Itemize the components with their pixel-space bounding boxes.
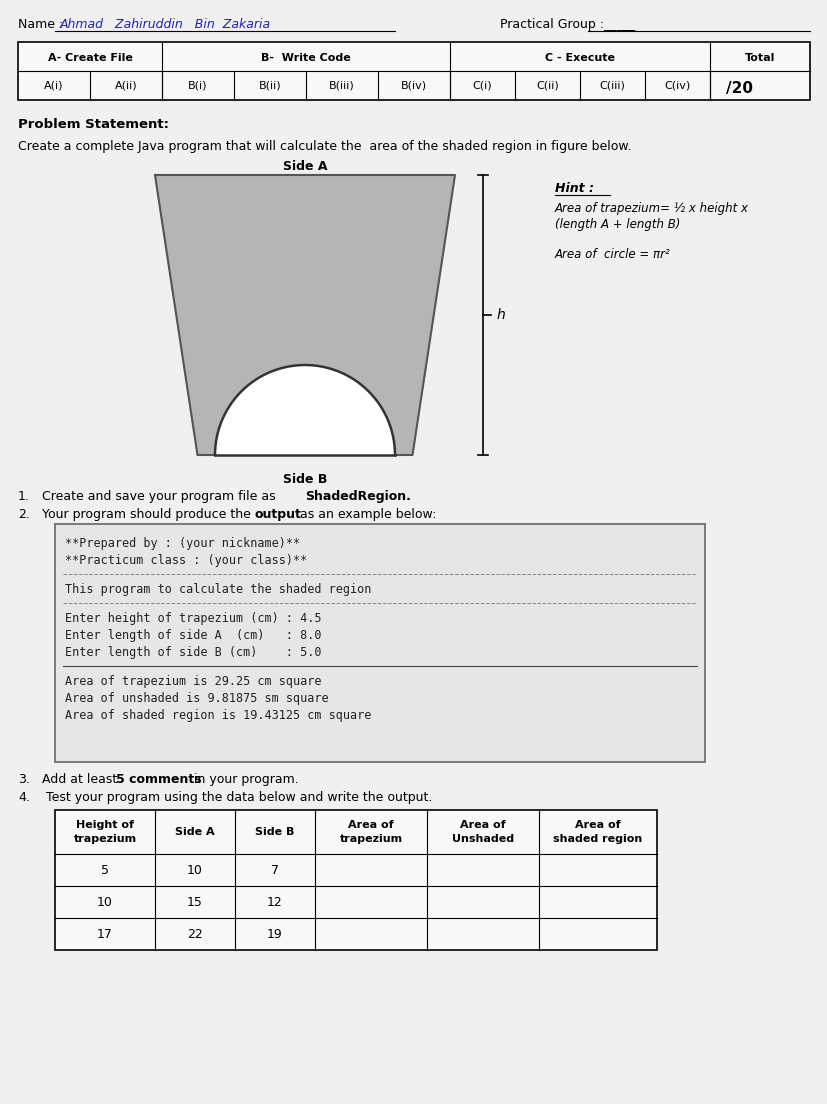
- Text: Enter height of trapezium (cm) : 4.5: Enter height of trapezium (cm) : 4.5: [65, 612, 321, 625]
- Text: ShadedRegion.: ShadedRegion.: [304, 490, 410, 503]
- Text: Create a complete Java program that will calculate the  area of the shaded regio: Create a complete Java program that will…: [18, 140, 631, 153]
- Text: Create and save your program file as: Create and save your program file as: [42, 490, 280, 503]
- Text: 2.: 2.: [18, 508, 30, 521]
- Text: B-  Write Code: B- Write Code: [261, 53, 351, 63]
- Text: output: output: [255, 508, 302, 521]
- Text: B(i): B(i): [188, 81, 208, 91]
- Text: C(ii): C(ii): [535, 81, 558, 91]
- Text: 17: 17: [97, 927, 112, 941]
- Text: A(ii): A(ii): [115, 81, 137, 91]
- Text: B(iv): B(iv): [400, 81, 427, 91]
- Text: This program to calculate the shaded region: This program to calculate the shaded reg…: [65, 583, 371, 596]
- Text: Practical Group :_____: Practical Group :_____: [500, 18, 634, 31]
- Text: B(iii): B(iii): [328, 81, 355, 91]
- Text: in your program.: in your program.: [189, 773, 299, 786]
- Text: Side A: Side A: [282, 160, 327, 173]
- Text: C(i): C(i): [472, 81, 492, 91]
- Text: C(iii): C(iii): [599, 81, 624, 91]
- Text: A(i): A(i): [44, 81, 64, 91]
- Text: Side B: Side B: [283, 473, 327, 486]
- Text: C(iv): C(iv): [663, 81, 690, 91]
- Text: /20: /20: [725, 81, 753, 96]
- Text: Your program should produce the: Your program should produce the: [42, 508, 255, 521]
- Text: Area of trapezium is 29.25 cm square: Area of trapezium is 29.25 cm square: [65, 675, 321, 688]
- Text: Side B: Side B: [255, 827, 294, 837]
- Text: as an example below:: as an example below:: [295, 508, 436, 521]
- Polygon shape: [215, 365, 394, 455]
- Text: Area of
trapezium: Area of trapezium: [339, 820, 402, 843]
- Text: Test your program using the data below and write the output.: Test your program using the data below a…: [42, 790, 432, 804]
- Text: Ahmad   Zahiruddin   Bin  Zakaria: Ahmad Zahiruddin Bin Zakaria: [60, 18, 270, 31]
- Bar: [55, 524, 704, 762]
- Text: **Practicum class : (your class)**: **Practicum class : (your class)**: [65, 554, 307, 567]
- Text: Hint :: Hint :: [554, 182, 593, 195]
- Text: Problem Statement:: Problem Statement:: [18, 118, 169, 131]
- Text: Enter length of side B (cm)    : 5.0: Enter length of side B (cm) : 5.0: [65, 646, 321, 659]
- Text: 4.: 4.: [18, 790, 30, 804]
- Bar: [18, 42, 809, 100]
- Bar: [55, 810, 656, 951]
- Text: h: h: [496, 308, 505, 322]
- Text: 15: 15: [187, 895, 203, 909]
- Text: Area of
shaded region: Area of shaded region: [552, 820, 642, 843]
- Text: 10: 10: [97, 895, 112, 909]
- Text: 3.: 3.: [18, 773, 30, 786]
- Text: A- Create File: A- Create File: [47, 53, 132, 63]
- Text: 7: 7: [270, 863, 279, 877]
- Text: 22: 22: [187, 927, 203, 941]
- Text: Enter length of side A  (cm)   : 8.0: Enter length of side A (cm) : 8.0: [65, 629, 321, 643]
- Text: 1.: 1.: [18, 490, 30, 503]
- Text: 10: 10: [187, 863, 203, 877]
- Text: Name :: Name :: [18, 18, 63, 31]
- Text: Total: Total: [744, 53, 774, 63]
- Text: Area of trapezium= ½ x height x: Area of trapezium= ½ x height x: [554, 202, 748, 215]
- Polygon shape: [155, 176, 455, 455]
- Text: **Prepared by : (your nickname)**: **Prepared by : (your nickname)**: [65, 537, 299, 550]
- Text: Add at least: Add at least: [42, 773, 121, 786]
- Text: 12: 12: [267, 895, 283, 909]
- Text: Side A: Side A: [175, 827, 214, 837]
- Text: Height of
trapezium: Height of trapezium: [74, 820, 136, 843]
- Text: 19: 19: [267, 927, 283, 941]
- Text: (length A + length B): (length A + length B): [554, 217, 680, 231]
- Text: Area of shaded region is 19.43125 cm square: Area of shaded region is 19.43125 cm squ…: [65, 709, 371, 722]
- Text: Area of unshaded is 9.81875 sm square: Area of unshaded is 9.81875 sm square: [65, 692, 328, 705]
- Text: Area of
Unshaded: Area of Unshaded: [452, 820, 514, 843]
- Text: 5 comments: 5 comments: [116, 773, 202, 786]
- Text: 5: 5: [101, 863, 109, 877]
- Text: Area of  circle = πr²: Area of circle = πr²: [554, 248, 670, 261]
- Text: C - Execute: C - Execute: [544, 53, 614, 63]
- Text: B(ii): B(ii): [258, 81, 281, 91]
